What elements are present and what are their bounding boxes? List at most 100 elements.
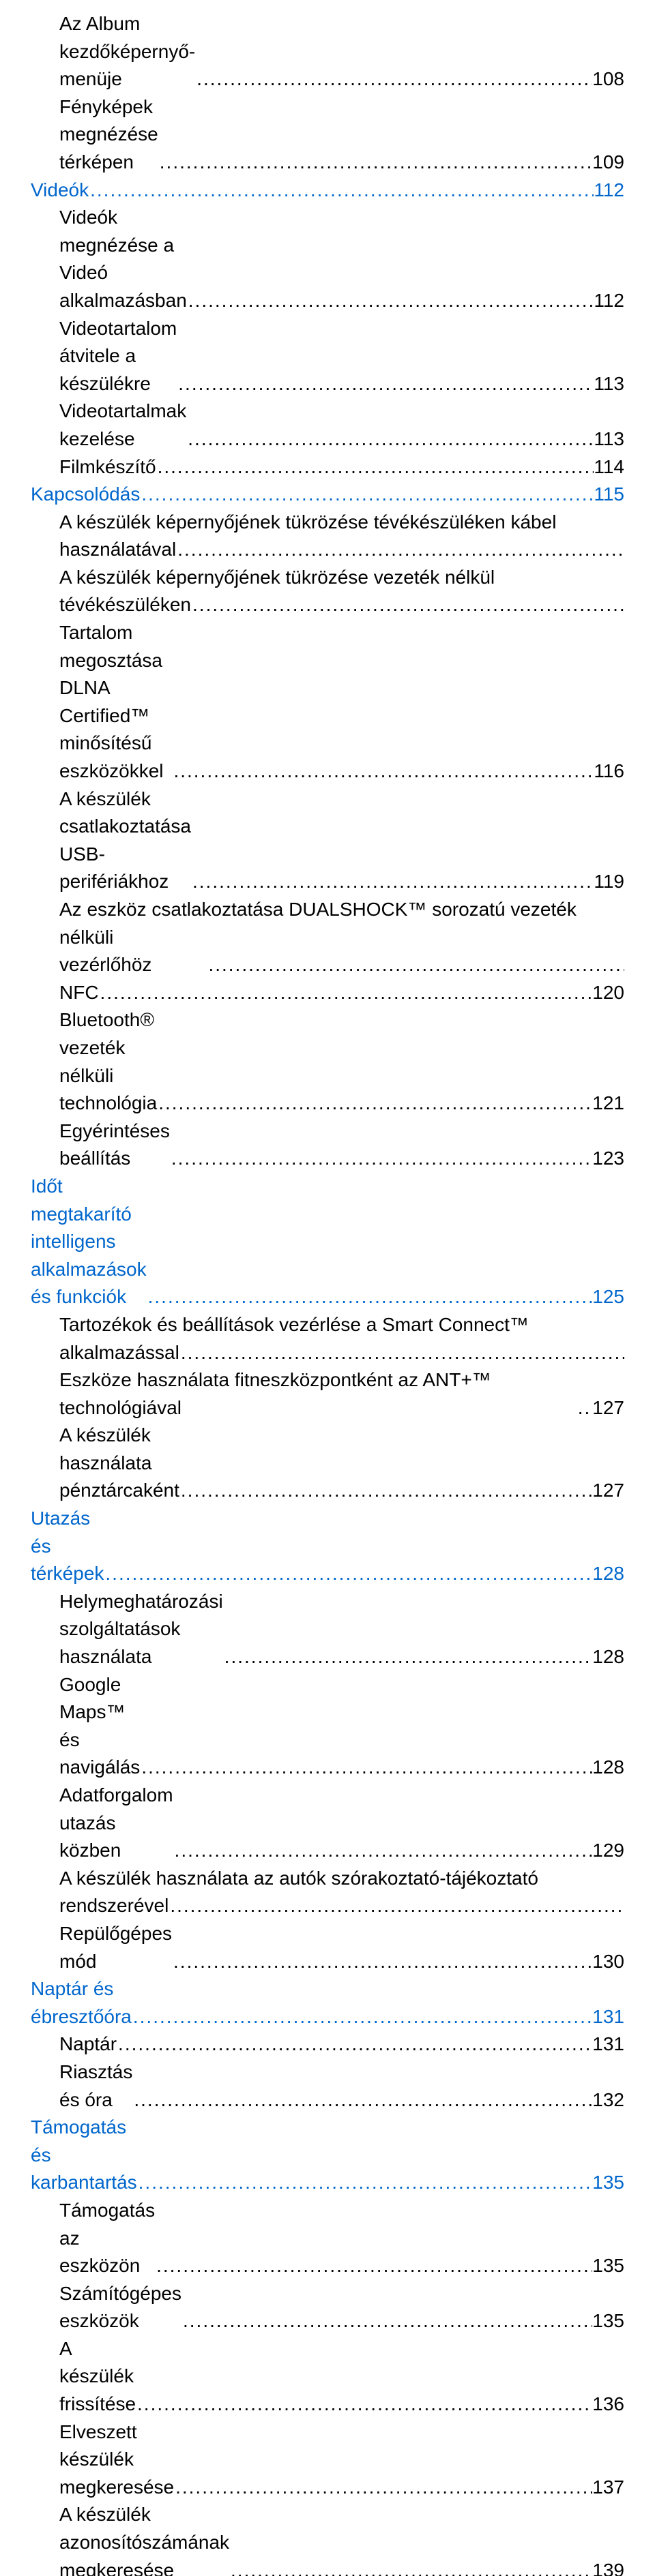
toc-leader-dots: ..	[577, 1394, 593, 1422]
toc-entry-title: Elveszett készülék megkeresése	[59, 2418, 174, 2502]
toc-leader-dots: ........................................…	[179, 1477, 592, 1505]
toc-entry[interactable]: Számítógépes eszközök...................…	[31, 2280, 624, 2335]
toc-page-number: 113	[594, 425, 624, 453]
toc-entry[interactable]: Google Maps™ és navigálás...............…	[31, 1671, 624, 1782]
toc-page-number: 113	[594, 370, 624, 398]
toc-entry[interactable]: Egyérintéses beállítás..................…	[31, 1118, 624, 1173]
toc-page-number: 115	[594, 481, 624, 509]
toc-page-number: 137	[592, 2474, 624, 2502]
toc-entry-title: NFC	[59, 979, 99, 1007]
toc-page-number: 128	[592, 1754, 624, 1782]
toc-entry-title: A készülék azonosítószámának megkeresése	[59, 2501, 229, 2576]
toc-page-number: 123	[592, 1145, 624, 1173]
toc-leader-dots: ........................................…	[191, 868, 594, 896]
toc-leader-dots: ........................................…	[229, 2557, 592, 2576]
toc-entry[interactable]: A készülék képernyőjének tükrözése vezet…	[31, 564, 624, 619]
toc-entry[interactable]: Támogatás az eszközön...................…	[31, 2197, 624, 2280]
toc-entry[interactable]: Filmkészítő.............................…	[31, 453, 624, 481]
toc-entry[interactable]: NFC.....................................…	[31, 979, 624, 1007]
toc-entry[interactable]: Helymeghatározási szolgáltatások használ…	[31, 1588, 624, 1671]
toc-entry[interactable]: Videotartalmak kezelése.................…	[31, 398, 624, 453]
toc-entry[interactable]: Videók megnézése a Videó alkalmazásban..…	[31, 204, 624, 314]
toc-leader-dots: ........................................…	[176, 536, 624, 564]
toc-leader-dots: ........................................…	[172, 758, 594, 785]
toc-entry[interactable]: A készülék csatlakoztatása USB-perifériá…	[31, 785, 624, 896]
toc-entry[interactable]: Naptár..................................…	[31, 2031, 624, 2058]
toc-entry-title: Időt megtakarító intelligens alkalmazáso…	[31, 1173, 147, 1311]
toc-entry-title: A készülék használata pénztárcaként	[59, 1422, 179, 1505]
toc-page-number: 114	[594, 453, 624, 481]
toc-leader-dots: ........................................…	[156, 453, 594, 481]
toc-page-number: 127	[592, 1394, 624, 1422]
toc-page-number: 127	[592, 1477, 624, 1505]
toc-page-number: 112	[594, 177, 624, 205]
toc-page-number: 130	[592, 1948, 624, 1976]
toc-entry-title: Google Maps™ és navigálás	[59, 1671, 140, 1782]
toc-leader-dots: ........................................…	[155, 2252, 592, 2280]
toc-entry-title: Támogatás és karbantartás	[31, 2114, 137, 2197]
toc-entry-title: Naptár	[59, 2031, 117, 2058]
toc-page-number: 128	[592, 1560, 624, 1588]
toc-entry[interactable]: A készülék használata az autók szórakozt…	[31, 1865, 624, 1920]
toc-leader-dots: ........................................…	[181, 2307, 592, 2335]
toc-entry[interactable]: A készülék használata pénztárcaként.....…	[31, 1422, 624, 1505]
toc-entry[interactable]: Riasztás és óra.........................…	[31, 2058, 624, 2114]
toc-leader-dots: ........................................…	[223, 1643, 593, 1671]
toc-entry[interactable]: A készülék képernyőjének tükrözése tévék…	[31, 509, 624, 564]
toc-entry[interactable]: A készülék frissítése...................…	[31, 2335, 624, 2418]
toc-section-heading[interactable]: Naptár és ébresztőóra...................…	[31, 1975, 624, 2031]
toc-leader-dots: ........................................…	[207, 951, 624, 979]
toc-section-heading[interactable]: Kapcsolódás.............................…	[31, 481, 624, 509]
toc-page-number: 135	[592, 2252, 624, 2280]
toc-page-number: 109	[592, 149, 624, 177]
toc-page-number: 129	[592, 1837, 624, 1865]
toc-leader-dots: ........................................…	[104, 1560, 592, 1588]
toc-page-number: 135	[592, 2307, 624, 2335]
toc-leader-dots: ........................................…	[195, 65, 592, 93]
toc-leader-dots: ........................................…	[89, 177, 594, 205]
toc-entry[interactable]: Tartalom megosztása DLNA Certified™ minő…	[31, 619, 624, 785]
toc-leader-dots: ........................................…	[191, 591, 624, 619]
toc-entry[interactable]: Fényképek megnézése térképen............…	[31, 93, 624, 177]
toc-entry-title: Filmkészítő	[59, 453, 156, 481]
toc-page-number: 128	[592, 1643, 624, 1671]
toc-entry[interactable]: Adatforgalom utazás közben..............…	[31, 1782, 624, 1865]
toc-entry-title: Videotartalmak kezelése	[59, 398, 186, 453]
toc-leader-dots: ........................................…	[157, 1090, 592, 1118]
toc-entry[interactable]: A készülék azonosítószámának megkeresése…	[31, 2501, 624, 2576]
table-of-contents: Az Album kezdőképernyő-menüje...........…	[31, 10, 624, 2576]
toc-entry-title: Egyérintéses beállítás	[59, 1118, 170, 1173]
toc-entry-title: A készülék használata az autók szórakozt…	[59, 1865, 624, 1893]
toc-entry[interactable]: Tartozékok és beállítások vezérlése a Sm…	[31, 1311, 624, 1366]
toc-leader-dots: ........................................…	[173, 1837, 593, 1865]
toc-section-heading[interactable]: Időt megtakarító intelligens alkalmazáso…	[31, 1173, 624, 1311]
toc-entry-title: Adatforgalom utazás közben	[59, 1782, 173, 1865]
toc-page-number: 120	[592, 979, 624, 1007]
toc-entry-title: Utazás és térképek	[31, 1505, 104, 1588]
toc-entry[interactable]: Az Album kezdőképernyő-menüje...........…	[31, 10, 624, 93]
toc-entry-title: Támogatás az eszközön	[59, 2197, 155, 2280]
toc-entry[interactable]: Elveszett készülék megkeresése .........…	[31, 2418, 624, 2502]
toc-section-heading[interactable]: Utazás és térképek......................…	[31, 1505, 624, 1588]
toc-leader-dots: ........................................…	[147, 1283, 593, 1311]
toc-entry-title: Naptár és ébresztőóra	[31, 1975, 132, 2031]
toc-page-number: 131	[592, 2003, 624, 2031]
toc-page-number: 121	[592, 1090, 624, 1118]
toc-entry[interactable]: Repülőgépes mód.........................…	[31, 1920, 624, 1975]
toc-entry-title: Videotartalom átvitele a készülékre	[59, 315, 177, 398]
toc-section-heading[interactable]: Támogatás és karbantartás...............…	[31, 2114, 624, 2197]
toc-leader-dots: ........................................…	[174, 2474, 592, 2502]
toc-entry[interactable]: Eszköze használata fitneszközpontként az…	[31, 1366, 624, 1422]
toc-page-number: 119	[594, 868, 624, 896]
toc-entry[interactable]: Az eszköz csatlakoztatása DUALSHOCK™ sor…	[31, 896, 624, 979]
toc-leader-dots: ........................................…	[158, 149, 593, 177]
toc-entry-title: Repülőgépes mód	[59, 1920, 172, 1975]
toc-leader-dots: ........................................…	[137, 2169, 593, 2197]
toc-leader-dots: ........................................…	[117, 2031, 592, 2058]
toc-entry-title: Videók megnézése a Videó alkalmazásban	[59, 204, 187, 314]
toc-entry-title: A készülék képernyőjének tükrözése vezet…	[59, 564, 624, 592]
toc-entry[interactable]: Bluetooth® vezeték nélküli technológia..…	[31, 1006, 624, 1117]
toc-entry[interactable]: Videotartalom átvitele a készülékre.....…	[31, 315, 624, 398]
toc-section-heading[interactable]: Videók..................................…	[31, 177, 624, 205]
toc-entry-title-cont: alkalmazással	[59, 1339, 179, 1367]
